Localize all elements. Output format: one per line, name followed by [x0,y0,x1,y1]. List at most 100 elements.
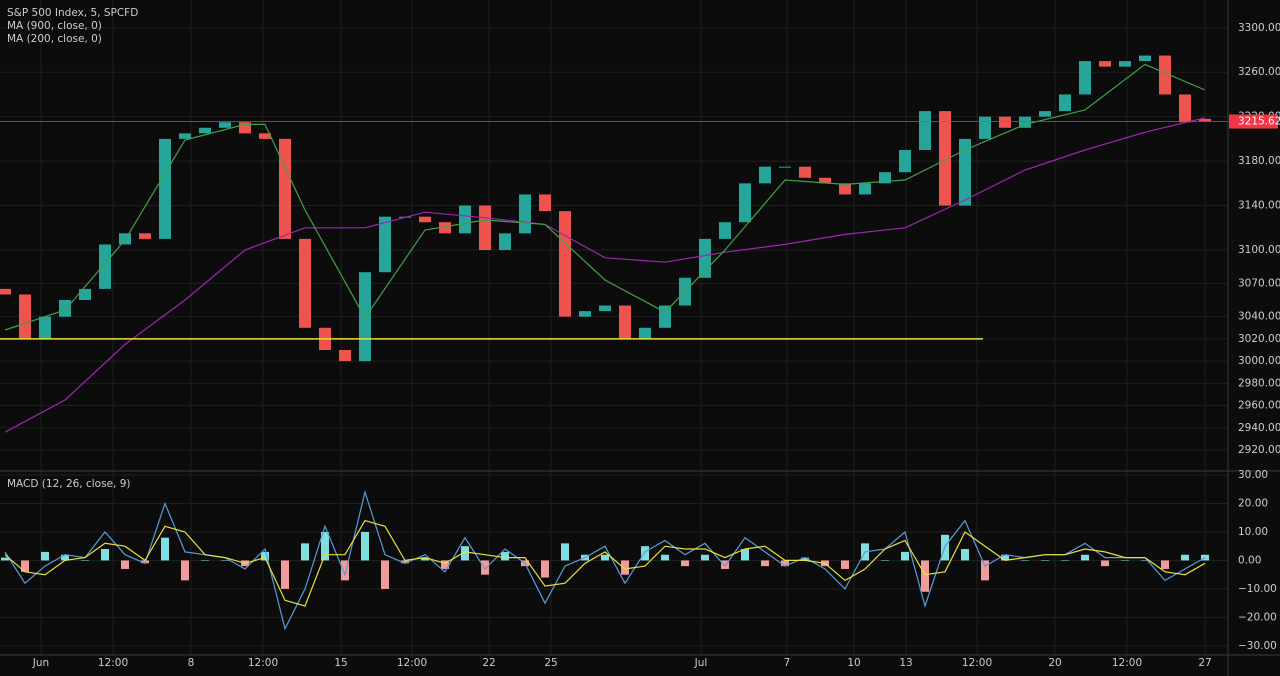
histogram-bar [421,557,429,561]
histogram-bar [301,543,309,561]
histogram-bar [1081,554,1089,561]
histogram-bar [801,557,809,561]
histogram-bar [81,560,89,561]
histogram-bar [1141,560,1149,561]
chart-title: S&P 500 Index, 5, SPCFD [7,7,138,19]
histogram-bar [901,551,909,561]
candle-body [419,216,431,223]
histogram-bar [281,560,289,589]
histogram-bar [201,560,209,561]
histogram-bar [181,560,189,581]
legend-entry: MA (200, close, 0) [7,33,102,45]
candle-body [159,138,171,239]
histogram-bar [501,551,509,561]
histogram-bar [361,531,369,561]
candle-body [219,122,231,128]
candle-body [979,116,991,139]
histogram-bar [1061,560,1069,561]
y-tick-label: 2960.00 [1238,400,1280,412]
candle-body [479,205,491,250]
candle-body [139,233,151,239]
candle-body [639,327,651,339]
candle-body [819,177,831,184]
histogram-bar [701,554,709,561]
candle-body [939,111,951,206]
candle-body [379,216,391,273]
candle-body [799,166,811,178]
candle-body [1039,111,1051,117]
candle-body [719,222,731,239]
candle-body [619,305,631,339]
last-price-label: 3215.62 [1238,116,1280,128]
histogram-bar [1181,554,1189,561]
histogram-bar [561,543,569,561]
histogram-bar [1201,554,1209,561]
candle-body [79,288,91,300]
histogram-bar [881,560,889,561]
histogram-bar [961,549,969,561]
candle-body [1119,61,1131,67]
histogram-bar [721,560,729,569]
candle-body [519,194,531,234]
candle-body [1199,118,1211,122]
histogram-bar [621,560,629,575]
candle-body [439,222,451,234]
candle-body [199,127,211,134]
macd-title: MACD (12, 26, close, 9) [7,478,130,490]
x-tick-label: 20 [1048,657,1061,669]
histogram-bar [1021,560,1029,561]
histogram-bar [741,549,749,561]
histogram-bar [981,560,989,581]
x-tick-label: Jun [32,657,49,669]
y-tick-label: 3180.00 [1238,155,1280,167]
moving-average [4,117,1206,433]
candle-body [779,166,791,168]
candle-body [19,294,31,339]
histogram-bar [381,560,389,589]
x-tick-label: 12:00 [962,657,992,669]
histogram-bar [321,531,329,561]
x-tick-label: 12:00 [397,657,427,669]
x-tick-label: 7 [784,657,791,669]
candle-body [59,300,71,317]
candle-body [1019,116,1031,128]
histogram-bar [401,560,409,564]
candle-body [239,122,251,134]
x-tick-label: 22 [482,657,495,669]
axis-labels: 3300.003260.003220.003180.003140.003100.… [32,22,1280,669]
y-tick-label: 3000.00 [1238,355,1280,367]
signal-line [4,519,1206,607]
last-price-box [1229,114,1278,129]
histogram-bar [341,560,349,581]
histogram-bar [1101,560,1109,567]
histogram-bar [481,560,489,575]
x-tick-label: 10 [847,657,860,669]
histogram-bar [781,560,789,567]
x-tick-label: 12:00 [248,657,278,669]
histogram-bar [641,546,649,561]
histogram-bar [1001,554,1009,561]
candle-body [1139,55,1151,62]
histogram-bar [1041,560,1049,561]
candle-body [599,305,611,312]
candle-body [839,183,851,195]
candle-body [859,183,871,195]
x-tick-label: 25 [544,657,557,669]
candle-body [299,238,311,328]
histogram-bar [1121,560,1129,561]
y-tick-label: −10.00 [1238,583,1277,595]
y-tick-label: 10.00 [1238,526,1268,538]
histogram-bar [161,537,169,561]
candle-body [899,150,911,173]
y-tick-label: 3300.00 [1238,22,1280,34]
histogram-bar [681,560,689,567]
candle-body [499,233,511,250]
candle-body [99,244,111,289]
y-tick-label: 3040.00 [1238,311,1280,323]
candle-body [259,133,271,139]
histogram-bar [841,560,849,569]
candle-body [1179,94,1191,123]
y-tick-label: 3140.00 [1238,200,1280,212]
y-tick-label: −30.00 [1238,640,1277,652]
